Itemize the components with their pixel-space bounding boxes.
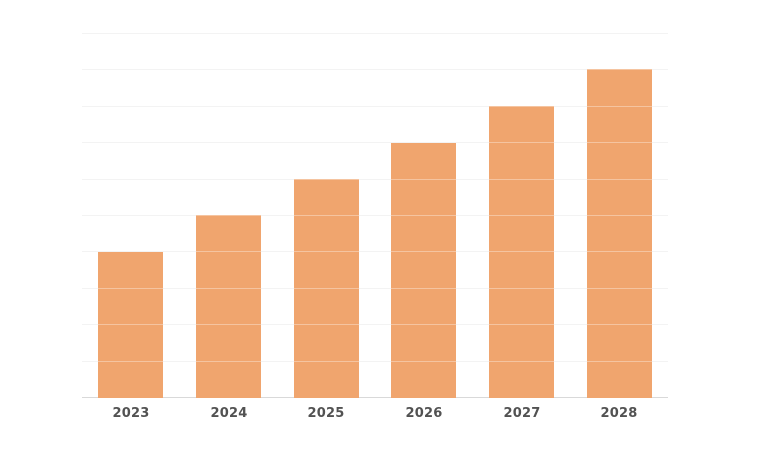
x-tick-2027: 2027 — [503, 406, 541, 421]
bar-2028 — [587, 69, 652, 398]
bar-2027 — [489, 106, 554, 398]
plot-area — [82, 33, 668, 398]
x-tick-2026: 2026 — [405, 406, 443, 421]
x-tick-2025: 2025 — [307, 406, 345, 421]
bars-container — [82, 33, 668, 398]
bar-2023 — [98, 252, 163, 398]
bar-2024 — [196, 215, 261, 398]
bar-2026 — [391, 143, 456, 398]
x-tick-2023: 2023 — [112, 406, 150, 421]
x-tick-2028: 2028 — [600, 406, 638, 421]
bar-2025 — [294, 179, 359, 398]
x-axis-labels: 2023 2024 2025 2026 2027 2028 — [82, 404, 668, 424]
x-tick-2024: 2024 — [210, 406, 248, 421]
